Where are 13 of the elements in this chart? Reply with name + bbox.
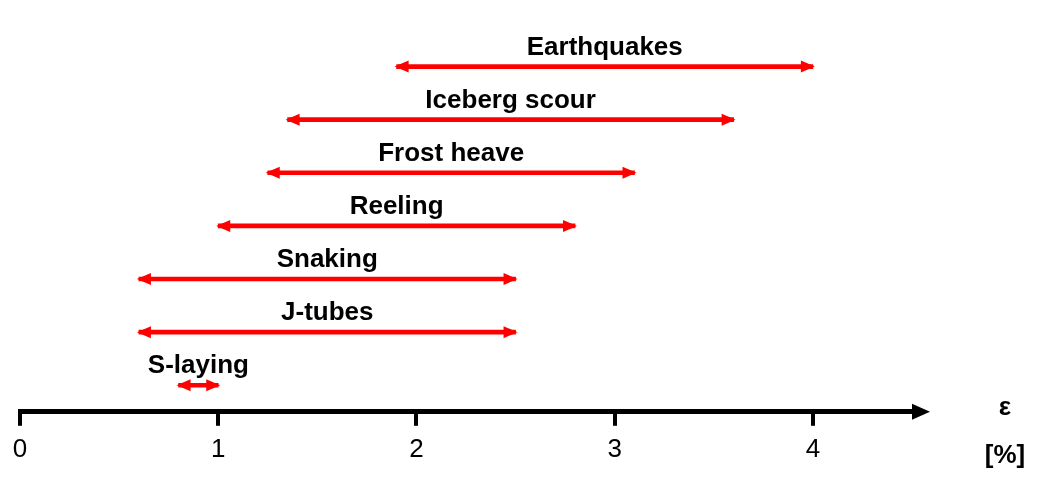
y-tick-label: J-tubes bbox=[281, 296, 374, 327]
x-tick-label: 1 bbox=[210, 432, 226, 463]
x-tick-label: 0 bbox=[12, 432, 28, 463]
x-axis-title: ε [%] bbox=[984, 390, 1026, 469]
y-tick-label: S-laying bbox=[147, 349, 249, 380]
y-tick-label: Iceberg scour bbox=[425, 83, 596, 114]
x-tick-label: 4 bbox=[805, 432, 821, 463]
x-tick-label: 3 bbox=[607, 432, 622, 463]
y-tick-label: Snaking bbox=[276, 243, 378, 274]
y-tick-label: Reeling bbox=[349, 190, 444, 221]
y-tick-label: Earthquakes bbox=[526, 30, 683, 61]
x-tick-label: 2 bbox=[409, 432, 424, 463]
y-tick-label: Frost heave bbox=[378, 136, 525, 167]
